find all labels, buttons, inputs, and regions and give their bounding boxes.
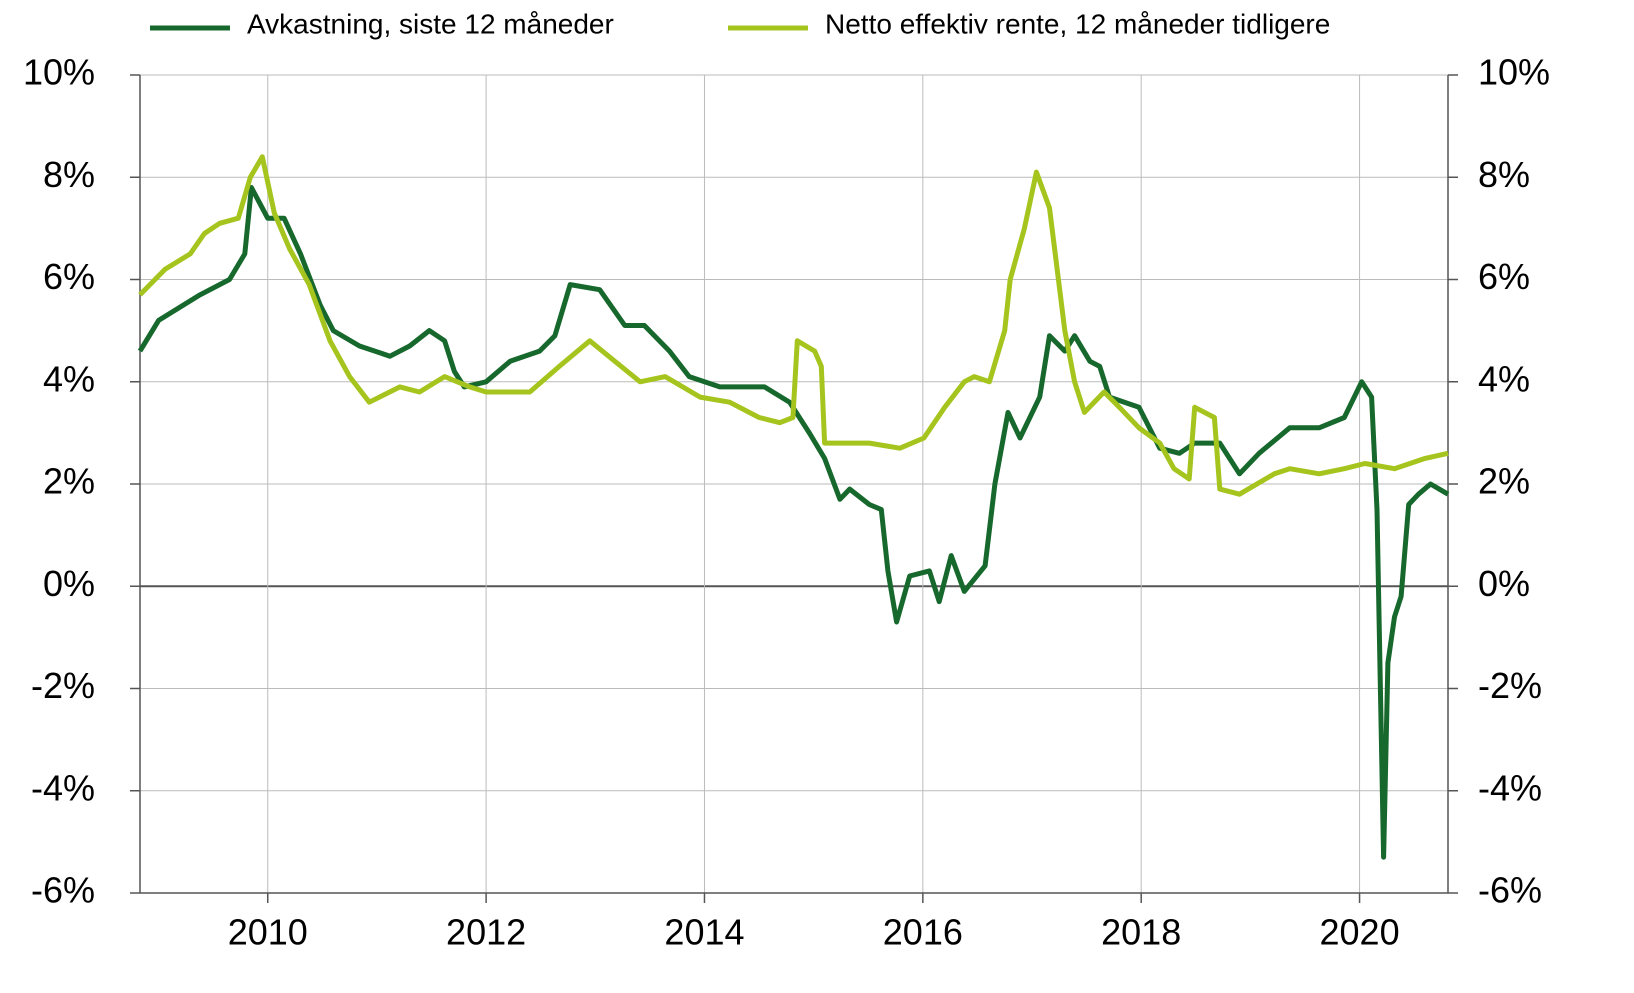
y-tick-label: 0% [43,563,95,604]
y2-tick-label: -6% [1478,870,1542,911]
series-line [138,154,1449,497]
y2-tick-label: -4% [1478,767,1542,808]
y2-tick-label: 8% [1478,154,1530,195]
x-tick-label: 2012 [446,912,526,953]
y-tick-label: 8% [43,154,95,195]
x-tick-label: 2018 [1101,912,1181,953]
y2-tick-label: 4% [1478,358,1530,399]
legend-label: Avkastning, siste 12 måneder [247,8,614,39]
y-tick-label: 4% [43,358,95,399]
series-line [137,185,1450,860]
y2-tick-label: 6% [1478,256,1530,297]
y-tick-label: 6% [43,256,95,297]
y-tick-label: -4% [31,767,95,808]
x-tick-label: 2014 [664,912,744,953]
y-tick-label: -2% [31,665,95,706]
legend-label: Netto effektiv rente, 12 måneder tidlige… [825,8,1330,39]
y2-tick-label: 10% [1478,52,1550,93]
x-tick-label: 2010 [228,912,308,953]
y-tick-label: -6% [31,870,95,911]
x-tick-label: 2020 [1320,912,1400,953]
x-tick-label: 2016 [883,912,963,953]
y-tick-label: 10% [23,52,95,93]
y2-tick-label: 2% [1478,461,1530,502]
y-tick-label: 2% [43,461,95,502]
y2-tick-label: 0% [1478,563,1530,604]
y2-tick-label: -2% [1478,665,1542,706]
